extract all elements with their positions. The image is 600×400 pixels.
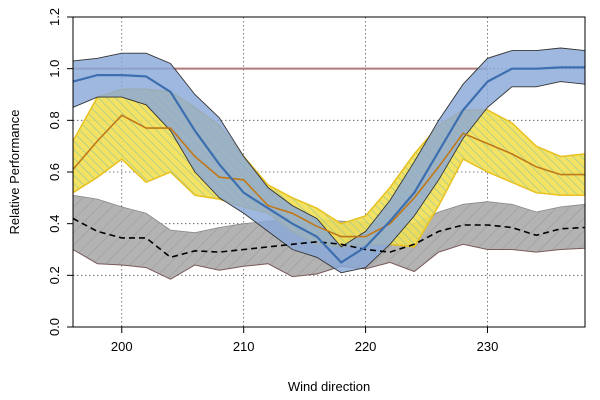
x-tick-label: 210 — [233, 339, 255, 354]
axis-layer: 200 210 220 230 0.0 0.2 0.4 0.6 0.8 1.0 1.2 — [47, 8, 586, 354]
y-tick-label: 1.0 — [47, 60, 62, 78]
y-tick-label: 0.6 — [47, 163, 62, 181]
x-axis-title: Wind direction — [288, 379, 370, 394]
blue-mean-line — [73, 66, 585, 264]
blue-band — [73, 47, 585, 274]
y-tick-label: 0.2 — [47, 266, 62, 284]
yellow-mean-line — [73, 114, 585, 238]
y-axis-title: Relative Performance — [7, 110, 22, 235]
band-layer — [73, 47, 585, 280]
y-tick-label: 1.2 — [47, 8, 62, 26]
y-tick-label: 0.4 — [47, 215, 62, 233]
x-tick-label: 200 — [111, 339, 133, 354]
line-layer — [73, 66, 585, 264]
x-tick-label: 220 — [355, 339, 377, 354]
y-tick-label: 0.0 — [47, 318, 62, 336]
y-tick-label: 0.8 — [47, 111, 62, 129]
gray-mean-line — [73, 217, 585, 259]
gray-band-lower-edge — [73, 243, 585, 280]
x-tick-label: 230 — [477, 339, 499, 354]
